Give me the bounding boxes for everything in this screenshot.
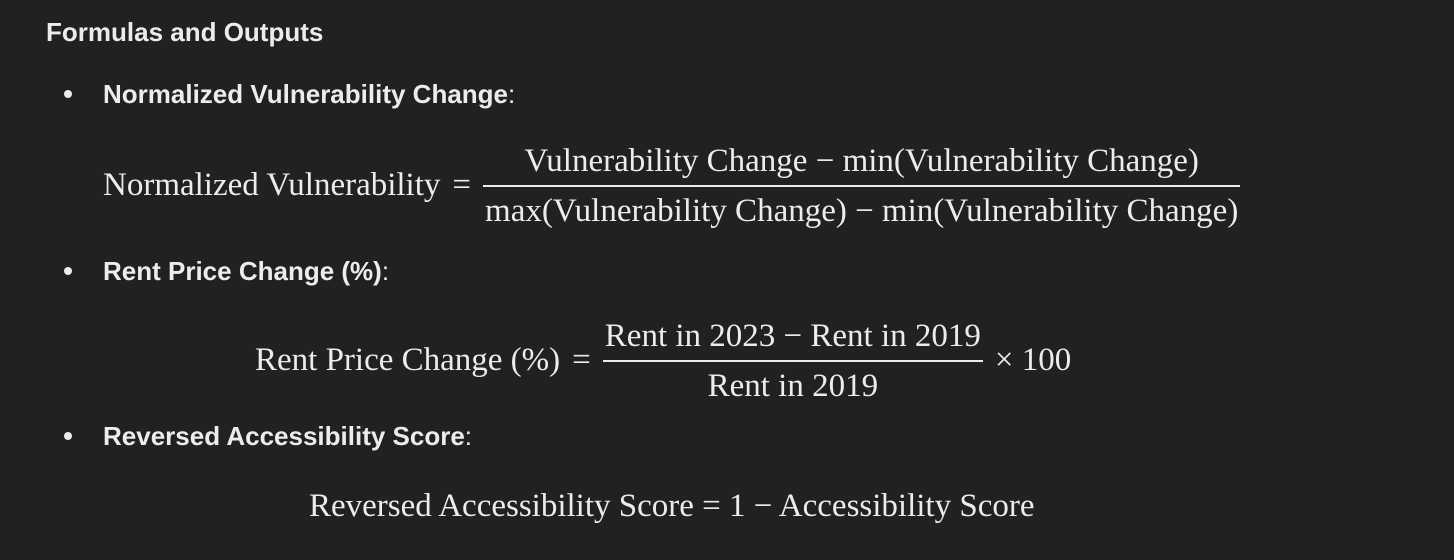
fraction-bar [483, 185, 1241, 187]
section-heading: Formulas and Outputs [46, 17, 324, 47]
formula-denominator: max(Vulnerability Change) − min(Vulnerab… [485, 192, 1239, 229]
formula-numerator: Vulnerability Change − min(Vulnerability… [524, 143, 1199, 179]
list-item-normalized-vulnerability: Normalized Vulnerability Change: [64, 78, 515, 110]
bullet-dot-icon [64, 267, 72, 275]
formula-denominator: Rent in 2019 [707, 367, 879, 404]
fraction-bar [602, 360, 983, 362]
formula-numerator: Rent in 2023 − Rent in 2019 [604, 318, 981, 354]
formula-lhs: Normalized Vulnerability [103, 167, 441, 204]
bullet-colon: : [381, 256, 390, 286]
formula-fraction: Rent in 2023 − Rent in 2019 Rent in 2019 [602, 316, 983, 406]
bullet-colon: : [464, 421, 473, 451]
formula-lhs: Rent Price Change (%) [255, 342, 561, 379]
formula-rent-price-change: Rent Price Change (%) = Rent in 2023 − R… [255, 316, 1071, 406]
formula-text: Reversed Accessibility Score = 1 − Acces… [309, 488, 1035, 524]
bullet-label: Reversed Accessibility Score [103, 421, 465, 451]
bullet-dot-icon [64, 432, 72, 440]
formula-suffix: × 100 [994, 342, 1072, 379]
bullet-label: Rent Price Change (%) [103, 256, 382, 286]
formula-normalized-vulnerability: Normalized Vulnerability = Vulnerability… [103, 141, 1241, 231]
bullet-label: Normalized Vulnerability Change [103, 79, 509, 109]
formula-fraction: Vulnerability Change − min(Vulnerability… [483, 141, 1241, 231]
list-item-rent-price-change: Rent Price Change (%): [64, 255, 389, 287]
formula-equals: = [452, 167, 472, 204]
formula-equals: = [572, 342, 591, 379]
formula-reversed-accessibility: Reversed Accessibility Score = 1 − Acces… [309, 488, 1034, 525]
bullet-dot-icon [64, 90, 72, 98]
bullet-colon: : [508, 79, 516, 109]
list-item-reversed-accessibility: Reversed Accessibility Score: [64, 420, 472, 452]
